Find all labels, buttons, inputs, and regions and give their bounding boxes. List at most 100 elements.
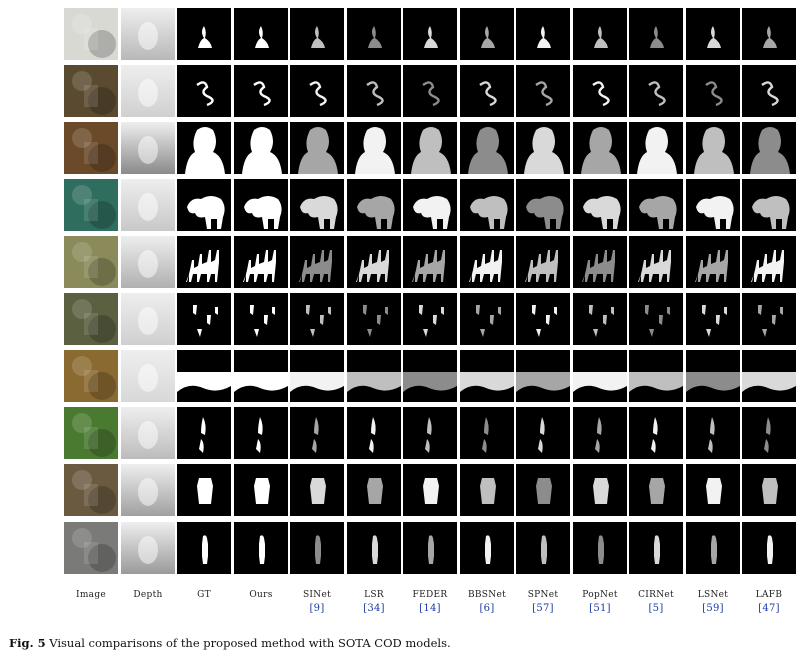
column-label: Ours: [233, 588, 289, 602]
rgb-image-thumbnail: [64, 65, 118, 117]
mask-spnet: [516, 236, 570, 288]
column-label: GT: [176, 588, 232, 602]
depth-map-thumbnail: [121, 464, 175, 516]
mask-spnet: [516, 522, 570, 574]
mask-ours: [234, 522, 288, 574]
column-labels: Image Depth GT Ours SINet [9] LSR [34] FEDER [14]…: [64, 588, 784, 628]
mask-bbsnet: [460, 65, 514, 117]
mask-bbsnet: [460, 293, 514, 345]
mask-feder: [403, 350, 457, 402]
mask-lsnet: [686, 236, 740, 288]
mask-bbsnet: [460, 522, 514, 574]
citation-link[interactable]: [6]: [479, 603, 495, 614]
mask-ours: [234, 293, 288, 345]
mask-feder: [403, 122, 457, 174]
column-label: SPNet [57]: [515, 588, 571, 616]
mask-lafb: [742, 179, 796, 231]
mask-spnet: [516, 464, 570, 516]
mask-gt: [177, 179, 231, 231]
mask-bbsnet: [460, 122, 514, 174]
mask-lsr: [347, 236, 401, 288]
caption-label: Fig. 5: [9, 636, 46, 650]
mask-lsnet: [686, 407, 740, 459]
mask-spnet: [516, 407, 570, 459]
column-label: Image: [63, 588, 119, 602]
column-name: LAFB: [755, 590, 783, 600]
column-name: LSNet: [697, 590, 729, 600]
mask-popnet: [573, 464, 627, 516]
mask-lafb: [742, 350, 796, 402]
rgb-image-thumbnail: [64, 122, 118, 174]
mask-ours: [234, 8, 288, 60]
mask-lsnet: [686, 65, 740, 117]
mask-spnet: [516, 293, 570, 345]
column-name: SINet: [302, 590, 332, 600]
rgb-image-thumbnail: [64, 179, 118, 231]
depth-map-thumbnail: [121, 122, 175, 174]
mask-sinet: [290, 179, 344, 231]
citation-link[interactable]: [9]: [309, 603, 325, 614]
mask-lsr: [347, 179, 401, 231]
mask-gt: [177, 407, 231, 459]
depth-map-thumbnail: [121, 522, 175, 574]
mask-gt: [177, 236, 231, 288]
mask-popnet: [573, 407, 627, 459]
citation-link[interactable]: [14]: [419, 603, 441, 614]
citation-link[interactable]: [51]: [589, 603, 611, 614]
mask-gt: [177, 522, 231, 574]
mask-ours: [234, 464, 288, 516]
depth-map-thumbnail: [121, 179, 175, 231]
mask-lsr: [347, 522, 401, 574]
column-name: PopNet: [582, 590, 618, 600]
mask-feder: [403, 65, 457, 117]
citation-link[interactable]: [5]: [648, 603, 664, 614]
column-label: Depth: [120, 588, 176, 602]
mask-bbsnet: [460, 8, 514, 60]
mask-lsr: [347, 8, 401, 60]
depth-map-thumbnail: [121, 293, 175, 345]
mask-bbsnet: [460, 350, 514, 402]
mask-lafb: [742, 464, 796, 516]
citation-link[interactable]: [57]: [532, 603, 554, 614]
column-label: CIRNet [5]: [628, 588, 684, 616]
mask-lsnet: [686, 122, 740, 174]
mask-lafb: [742, 122, 796, 174]
mask-popnet: [573, 65, 627, 117]
depth-map-thumbnail: [121, 407, 175, 459]
mask-bbsnet: [460, 407, 514, 459]
mask-lsnet: [686, 522, 740, 574]
column-label: SINet [9]: [289, 588, 345, 616]
mask-cirnet: [629, 407, 683, 459]
mask-popnet: [573, 122, 627, 174]
mask-lsnet: [686, 179, 740, 231]
mask-cirnet: [629, 236, 683, 288]
mask-feder: [403, 407, 457, 459]
rgb-image-thumbnail: [64, 350, 118, 402]
mask-lsnet: [686, 8, 740, 60]
mask-ours: [234, 407, 288, 459]
mask-sinet: [290, 293, 344, 345]
mask-spnet: [516, 350, 570, 402]
citation-link[interactable]: [34]: [363, 603, 385, 614]
rgb-image-thumbnail: [64, 522, 118, 574]
mask-gt: [177, 293, 231, 345]
mask-cirnet: [629, 122, 683, 174]
mask-lsnet: [686, 293, 740, 345]
depth-map-thumbnail: [121, 65, 175, 117]
mask-popnet: [573, 8, 627, 60]
mask-feder: [403, 522, 457, 574]
citation-link[interactable]: [59]: [702, 603, 724, 614]
column-name: Depth: [133, 590, 163, 600]
mask-spnet: [516, 8, 570, 60]
column-label: LAFB [47]: [741, 588, 797, 616]
figure-caption: Fig. 5 Visual comparisons of the propose…: [9, 636, 451, 650]
mask-lsr: [347, 350, 401, 402]
rgb-image-thumbnail: [64, 407, 118, 459]
citation-link[interactable]: [47]: [758, 603, 780, 614]
mask-popnet: [573, 522, 627, 574]
mask-sinet: [290, 8, 344, 60]
mask-lsr: [347, 122, 401, 174]
column-name: CIRNet: [638, 590, 674, 600]
depth-map-thumbnail: [121, 8, 175, 60]
